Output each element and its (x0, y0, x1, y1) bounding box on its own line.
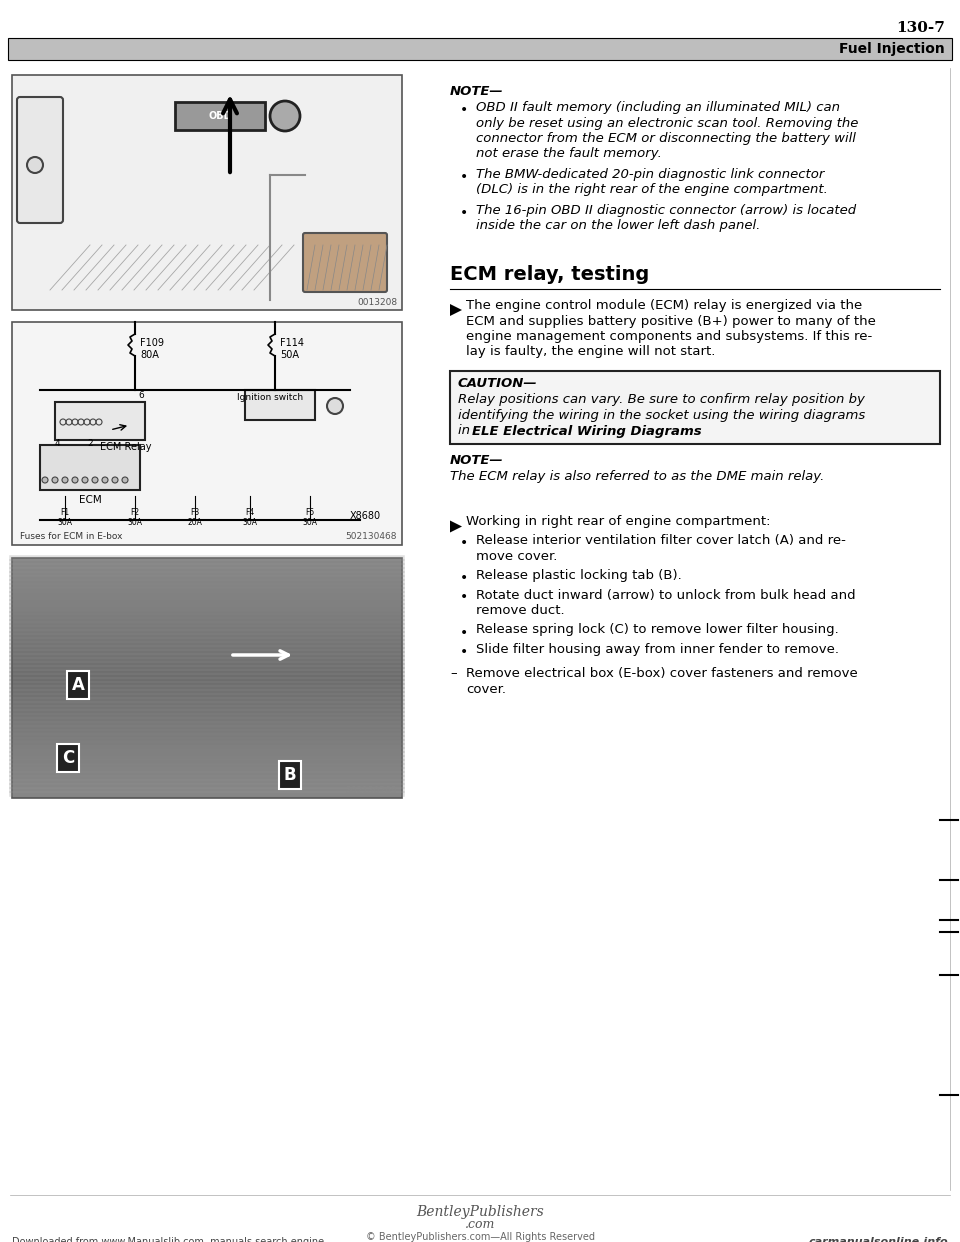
Text: NOTE—: NOTE— (450, 453, 504, 467)
Text: ECM Relay: ECM Relay (100, 442, 152, 452)
Circle shape (102, 477, 108, 483)
Text: NOTE—: NOTE— (450, 84, 504, 98)
Text: 4: 4 (54, 438, 60, 447)
Text: A: A (72, 676, 84, 694)
Bar (40, 445, 140, 491)
Text: Working in right rear of engine compartment:: Working in right rear of engine compartm… (466, 515, 771, 529)
Text: Ignition switch: Ignition switch (237, 394, 303, 402)
Text: X8680: X8680 (350, 510, 381, 520)
Text: The ECM relay is also referred to as the DME main relay.: The ECM relay is also referred to as the… (450, 469, 825, 483)
Text: 130-7: 130-7 (896, 21, 945, 35)
Text: Fuel Injection: Fuel Injection (839, 42, 945, 56)
Text: only be reset using an electronic scan tool. Removing the: only be reset using an electronic scan t… (476, 117, 858, 129)
Text: Relay positions can vary. Be sure to confirm relay position by: Relay positions can vary. Be sure to con… (458, 394, 865, 406)
Circle shape (42, 477, 48, 483)
Text: •: • (460, 590, 468, 605)
Text: F109
80A: F109 80A (140, 338, 164, 360)
Text: lay is faulty, the engine will not start.: lay is faulty, the engine will not start… (466, 345, 715, 359)
Text: The 16-pin OBD II diagnostic connector (arrow) is located: The 16-pin OBD II diagnostic connector (… (476, 204, 856, 217)
Text: F114
50A: F114 50A (280, 338, 304, 360)
Text: 6: 6 (138, 390, 144, 400)
Circle shape (52, 477, 58, 483)
Bar (12, 322, 402, 545)
Text: 2: 2 (87, 438, 93, 447)
Text: F5
30A: F5 30A (302, 508, 318, 528)
Circle shape (270, 101, 300, 130)
Bar (12, 558, 402, 799)
Bar (12, 75, 402, 310)
Circle shape (82, 477, 88, 483)
Polygon shape (450, 304, 462, 315)
Text: The engine control module (ECM) relay is energized via the: The engine control module (ECM) relay is… (466, 299, 862, 312)
Text: CAUTION—: CAUTION— (458, 378, 538, 390)
Text: Rotate duct inward (arrow) to unlock from bulk head and: Rotate duct inward (arrow) to unlock fro… (476, 589, 855, 601)
Text: Fuses for ECM in E-box: Fuses for ECM in E-box (20, 532, 123, 542)
Text: ECM and supplies battery positive (B+) power to many of the: ECM and supplies battery positive (B+) p… (466, 314, 876, 328)
Text: F3
20A: F3 20A (187, 508, 203, 528)
Text: •: • (460, 206, 468, 220)
Text: remove duct.: remove duct. (476, 604, 564, 617)
Text: The BMW-dedicated 20-pin diagnostic link connector: The BMW-dedicated 20-pin diagnostic link… (476, 168, 825, 181)
Circle shape (62, 477, 68, 483)
FancyBboxPatch shape (17, 97, 63, 224)
Text: not erase the fault memory.: not erase the fault memory. (476, 148, 661, 160)
Bar (8, 39, 952, 60)
Text: ECM: ECM (79, 496, 102, 505)
Text: Release plastic locking tab (B).: Release plastic locking tab (B). (476, 569, 682, 582)
Text: (DLC) is in the right rear of the engine compartment.: (DLC) is in the right rear of the engine… (476, 184, 828, 196)
Text: 502130468: 502130468 (346, 532, 397, 542)
Text: in: in (458, 425, 474, 437)
Bar (450, 371, 940, 443)
Text: identifying the wiring in the socket using the wiring diagrams: identifying the wiring in the socket usi… (458, 409, 865, 422)
Text: © BentleyPublishers.com—All Rights Reserved: © BentleyPublishers.com—All Rights Reser… (366, 1232, 594, 1242)
Text: •: • (460, 645, 468, 660)
Text: inside the car on the lower left dash panel.: inside the car on the lower left dash pa… (476, 220, 760, 232)
Text: cover.: cover. (466, 683, 506, 696)
Text: •: • (460, 626, 468, 640)
Text: F1
30A: F1 30A (58, 508, 73, 528)
Text: move cover.: move cover. (476, 549, 558, 563)
Text: B: B (284, 766, 297, 784)
Text: connector from the ECM or disconnecting the battery will: connector from the ECM or disconnecting … (476, 132, 856, 145)
Text: Slide filter housing away from inner fender to remove.: Slide filter housing away from inner fen… (476, 643, 839, 656)
Text: ECM relay, testing: ECM relay, testing (450, 265, 649, 284)
Bar (175, 102, 265, 130)
Text: •: • (460, 170, 468, 184)
Circle shape (92, 477, 98, 483)
Text: •: • (460, 537, 468, 550)
Bar (245, 390, 315, 420)
Text: BentleyPublishers: BentleyPublishers (416, 1205, 544, 1218)
Text: •: • (460, 571, 468, 585)
Text: Downloaded from www.Manualslib.com  manuals search engine: Downloaded from www.Manualslib.com manua… (12, 1237, 324, 1242)
Text: carmanualsonline.info: carmanualsonline.info (808, 1237, 948, 1242)
Text: ELE Electrical Wiring Diagrams: ELE Electrical Wiring Diagrams (472, 425, 702, 437)
Circle shape (72, 477, 78, 483)
Text: .com: .com (465, 1218, 495, 1231)
Circle shape (27, 156, 43, 173)
Text: OBD: OBD (208, 111, 231, 120)
FancyBboxPatch shape (303, 233, 387, 292)
Circle shape (122, 477, 128, 483)
Text: engine management components and subsystems. If this re-: engine management components and subsyst… (466, 330, 873, 343)
Text: 0013208: 0013208 (357, 298, 397, 307)
Polygon shape (450, 520, 462, 533)
Text: Release spring lock (C) to remove lower filter housing.: Release spring lock (C) to remove lower … (476, 623, 839, 636)
Text: OBD II fault memory (including an illuminated MIL) can: OBD II fault memory (including an illumi… (476, 101, 840, 114)
Text: •: • (460, 103, 468, 117)
Text: C: C (61, 749, 74, 768)
Text: F2
30A: F2 30A (128, 508, 142, 528)
Circle shape (112, 477, 118, 483)
Bar (55, 402, 145, 440)
Text: Remove electrical box (E-box) cover fasteners and remove: Remove electrical box (E-box) cover fast… (466, 667, 857, 681)
Text: Release interior ventilation filter cover latch (A) and re-: Release interior ventilation filter cove… (476, 534, 846, 546)
Circle shape (327, 397, 343, 414)
Text: –: – (450, 667, 457, 681)
Text: F4
30A: F4 30A (243, 508, 257, 528)
Text: 302130269: 302130269 (346, 786, 397, 795)
